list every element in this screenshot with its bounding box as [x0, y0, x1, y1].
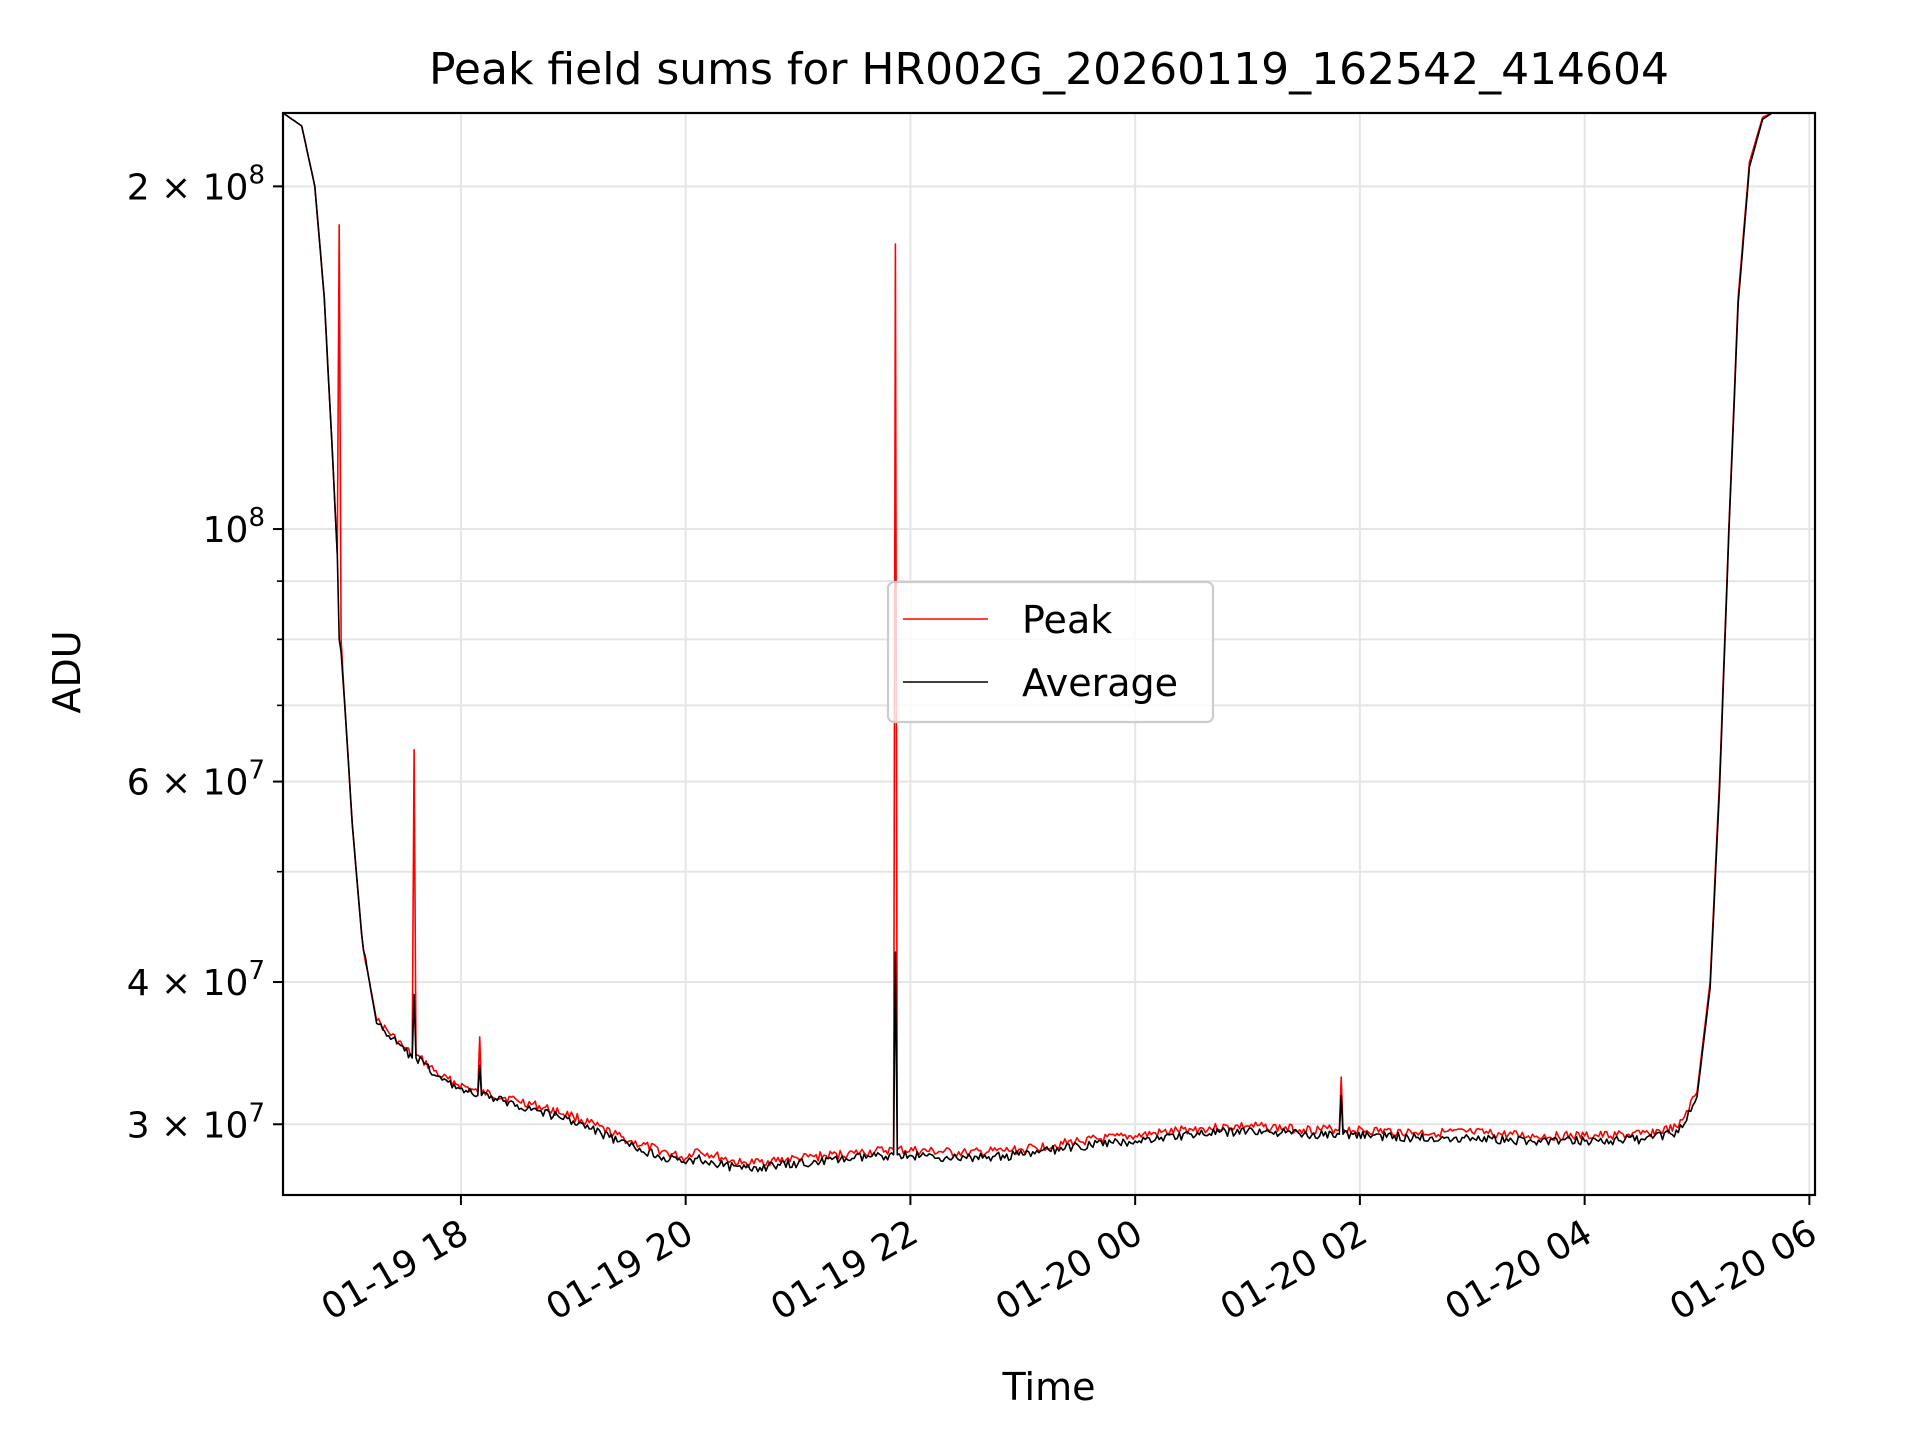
y-tick-label: 6 × 107: [127, 756, 265, 804]
y-axis: 2 × 108 108 6 × 107 4 × 107 3 × 107: [127, 160, 283, 1146]
y-axis-label: ADU: [45, 630, 89, 713]
y-tick-label: 108: [203, 503, 265, 551]
legend-box: [886, 580, 1215, 724]
plot-frame: [281, 111, 1817, 1197]
y-tick-label: 2 × 108: [127, 160, 265, 208]
legend: Peak Average: [886, 580, 1215, 724]
legend-label-peak: Peak: [1022, 598, 1112, 642]
y-tick-label: 4 × 107: [127, 956, 265, 1004]
x-axis-label: Time: [1002, 1365, 1096, 1409]
y-tick-label: 3 × 107: [127, 1098, 265, 1146]
plot-area: [282, 112, 1815, 1173]
series-line-average: [282, 112, 1815, 1173]
legend-label-average: Average: [1022, 661, 1178, 705]
chart-title: Peak field sums for HR002G_20260119_1625…: [429, 44, 1669, 95]
grid: [283, 113, 1815, 1195]
